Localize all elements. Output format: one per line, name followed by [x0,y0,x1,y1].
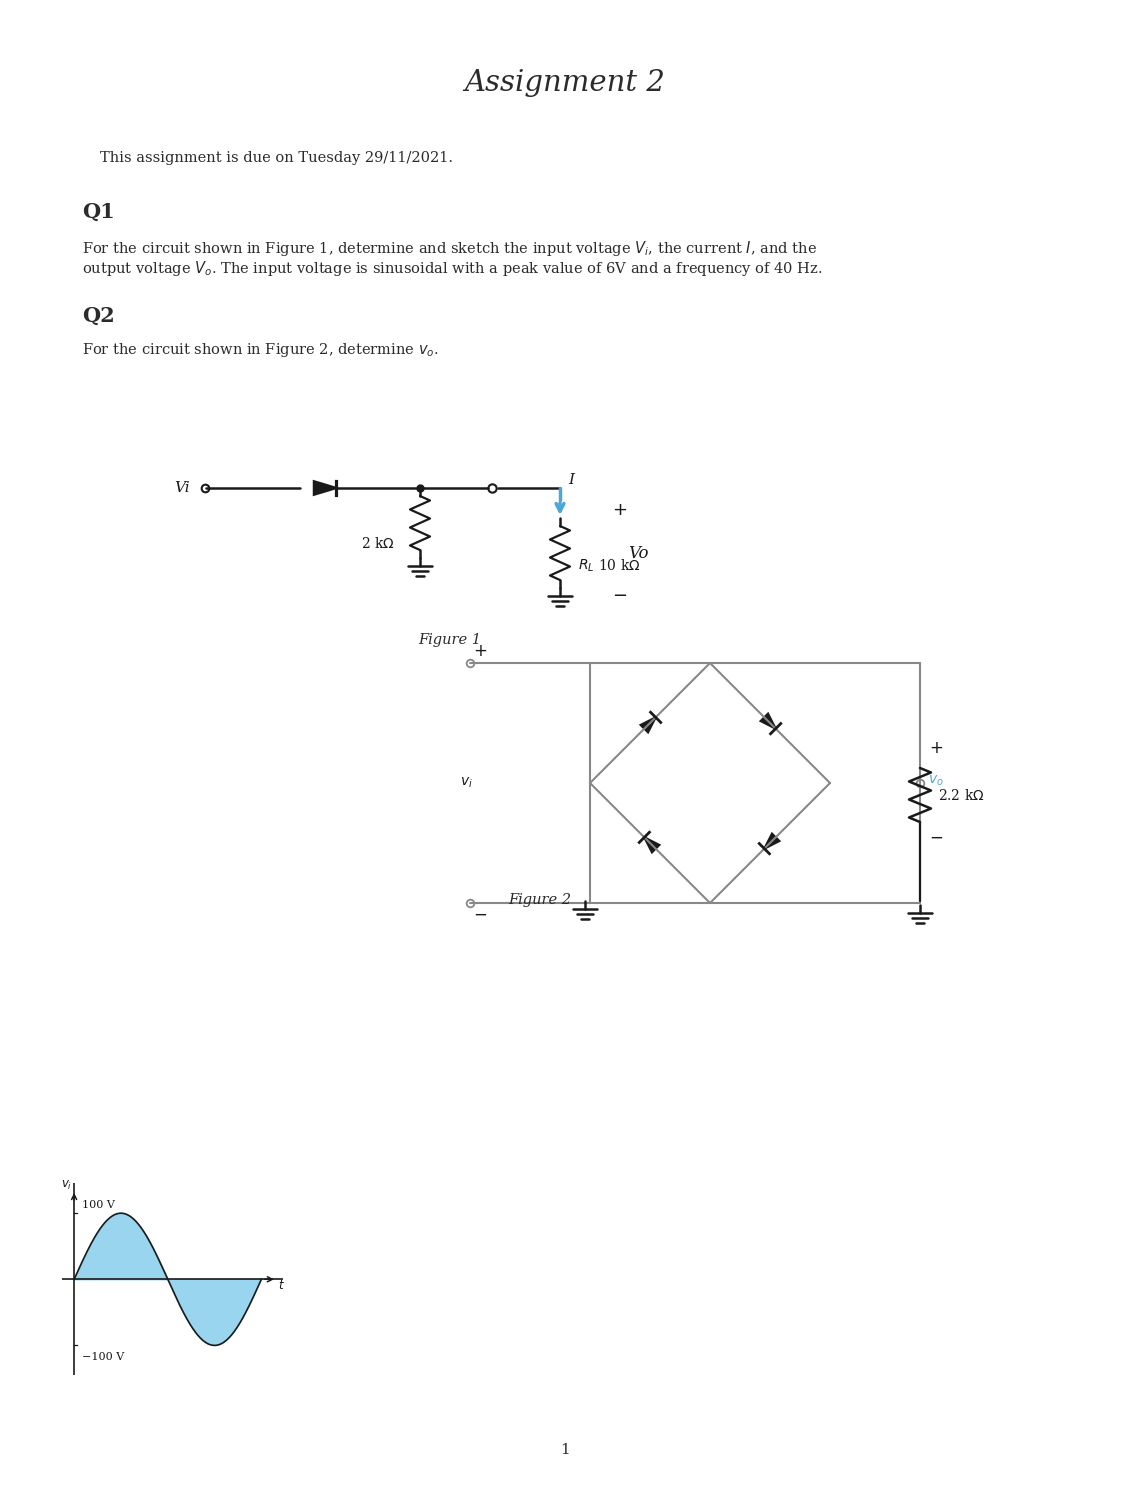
Text: +: + [929,739,943,756]
Text: $v_o$: $v_o$ [929,774,943,788]
Text: For the circuit shown in Figure 1, determine and sketch the input voltage $V_i$,: For the circuit shown in Figure 1, deter… [83,238,817,258]
Text: Figure 2: Figure 2 [509,893,571,906]
Polygon shape [765,834,779,849]
Text: output voltage $V_o$. The input voltage is sinusoidal with a peak value of 6V an: output voltage $V_o$. The input voltage … [83,259,822,277]
Text: $v_i$: $v_i$ [61,1179,72,1192]
Text: Q1: Q1 [83,202,114,222]
Text: $R_L$: $R_L$ [578,557,595,574]
Text: 1: 1 [560,1443,570,1458]
Polygon shape [314,481,336,494]
Text: $v_i$: $v_i$ [460,776,473,791]
Text: Vo: Vo [628,544,648,562]
Polygon shape [645,837,659,852]
Text: −: − [929,828,943,846]
Text: Assignment 2: Assignment 2 [465,69,665,97]
Text: Figure 1: Figure 1 [418,634,482,647]
Text: Q2: Q2 [83,306,114,327]
Text: +: + [473,643,487,661]
Polygon shape [761,713,776,728]
Text: 2 k$\Omega$: 2 k$\Omega$ [361,535,395,550]
Text: Vi: Vi [174,481,190,494]
Polygon shape [640,718,656,733]
Text: This assignment is due on Tuesday 29/11/2021.: This assignment is due on Tuesday 29/11/… [100,151,454,165]
Text: −: − [473,906,487,924]
Text: −100 V: −100 V [81,1353,123,1362]
Text: +: + [613,500,628,518]
Text: $t$: $t$ [278,1279,285,1291]
Text: For the circuit shown in Figure 2, determine $v_o$.: For the circuit shown in Figure 2, deter… [83,342,439,360]
Text: 10 k$\Omega$: 10 k$\Omega$ [598,559,640,574]
Text: −: − [613,587,628,605]
Text: 100 V: 100 V [81,1200,114,1210]
Text: 2.2 k$\Omega$: 2.2 k$\Omega$ [938,788,985,803]
Text: I: I [568,473,575,487]
